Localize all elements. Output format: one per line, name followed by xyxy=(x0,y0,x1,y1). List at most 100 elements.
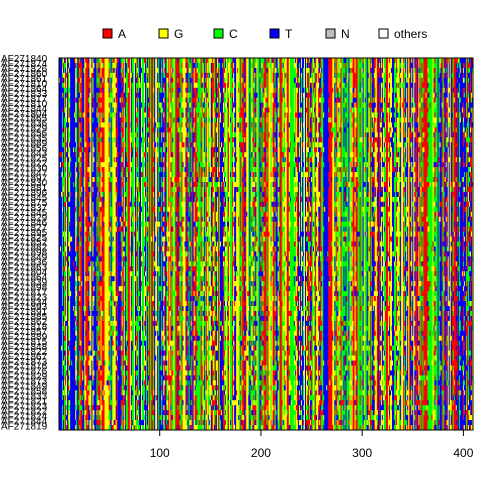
heatmap-cell xyxy=(166,77,169,84)
heatmap-cell xyxy=(343,58,345,64)
heatmap-cell xyxy=(428,127,431,133)
heatmap-cell xyxy=(205,67,208,74)
heatmap-cell xyxy=(352,72,355,79)
heatmap-cell xyxy=(106,87,109,94)
heatmap-cell xyxy=(117,122,122,128)
heatmap-cell xyxy=(369,82,372,89)
heatmap-cell xyxy=(223,67,226,74)
heatmap-cell xyxy=(354,112,357,118)
heatmap-cell xyxy=(151,102,154,108)
heatmap-cell xyxy=(413,62,415,69)
heatmap-cell xyxy=(140,62,143,69)
heatmap-cell xyxy=(468,58,471,64)
heatmap-cell xyxy=(110,87,112,94)
heatmap-cell xyxy=(200,67,203,74)
heatmap-cell xyxy=(445,87,447,94)
heatmap-cell xyxy=(422,72,424,79)
heatmap-cell xyxy=(343,72,345,79)
heatmap-cell xyxy=(262,82,264,89)
heatmap-cell xyxy=(194,122,197,128)
heatmap-cell xyxy=(319,77,321,84)
heatmap-cell xyxy=(181,72,183,79)
heatmap-cell xyxy=(377,62,380,69)
heatmap-cell xyxy=(451,72,455,79)
heatmap-cell xyxy=(425,122,429,128)
heatmap-cell xyxy=(232,67,235,74)
heatmap-cell xyxy=(332,112,335,118)
legend-item-g: G xyxy=(158,27,183,41)
heatmap-cell xyxy=(62,82,65,89)
heatmap-cell xyxy=(122,97,126,103)
heatmap-cell xyxy=(236,127,240,133)
heatmap-cell xyxy=(323,82,325,89)
heatmap-cell xyxy=(246,132,249,138)
heatmap-cell xyxy=(150,72,152,79)
heatmap-cell xyxy=(242,122,245,128)
heatmap-cell xyxy=(390,72,392,79)
heatmap-cell xyxy=(67,67,69,74)
heatmap-cell xyxy=(264,67,267,74)
heatmap-cell xyxy=(112,67,114,74)
heatmap-cell xyxy=(261,67,263,74)
heatmap-cell xyxy=(245,67,247,74)
heatmap-cell xyxy=(242,112,245,118)
heatmap-cell xyxy=(65,67,67,74)
heatmap-cell xyxy=(315,62,317,69)
heatmap-cell xyxy=(352,77,356,84)
heatmap-cell xyxy=(187,67,189,74)
heatmap-cell xyxy=(357,77,360,84)
heatmap-cell xyxy=(179,92,182,98)
heatmap-cell xyxy=(175,127,178,133)
heatmap-cell xyxy=(380,62,383,69)
heatmap-cell xyxy=(200,72,203,79)
heatmap-cell xyxy=(192,77,194,84)
heatmap-cell xyxy=(187,77,189,84)
heatmap-cell xyxy=(354,58,356,64)
heatmap-cell xyxy=(371,77,374,84)
heatmap-cell xyxy=(62,77,64,84)
heatmap-cell xyxy=(397,132,400,138)
heatmap-cell xyxy=(169,72,171,79)
heatmap-cell xyxy=(88,72,90,79)
heatmap-cell xyxy=(445,82,447,89)
heatmap-cell xyxy=(218,58,221,64)
heatmap-cell xyxy=(125,58,128,64)
heatmap-cell xyxy=(341,62,344,69)
heatmap-cell xyxy=(97,62,99,69)
heatmap-cell xyxy=(283,72,286,79)
heatmap-cell xyxy=(100,122,103,128)
heatmap-cell xyxy=(135,67,138,74)
heatmap-cell xyxy=(149,92,151,98)
heatmap-cell xyxy=(233,62,235,69)
heatmap-cell xyxy=(110,112,113,118)
heatmap-cell xyxy=(451,62,454,69)
heatmap-cell xyxy=(120,92,123,98)
heatmap-cell xyxy=(191,72,193,79)
heatmap-cell xyxy=(448,77,451,84)
heatmap-cell xyxy=(428,67,433,74)
heatmap-cell xyxy=(323,87,328,94)
heatmap-cell xyxy=(272,67,274,74)
heatmap-cell xyxy=(421,117,427,123)
heatmap-cell xyxy=(323,72,326,79)
heatmap-cell xyxy=(254,67,257,74)
heatmap-row xyxy=(59,117,474,123)
heatmap-cell xyxy=(252,92,254,98)
heatmap-cell xyxy=(310,67,312,74)
heatmap-cell xyxy=(293,92,296,98)
heatmap-cell xyxy=(80,87,82,94)
heatmap-cell xyxy=(118,77,122,84)
heatmap-cell xyxy=(378,82,381,89)
heatmap-cell xyxy=(176,82,178,89)
heatmap-cell xyxy=(189,122,192,128)
heatmap-cell xyxy=(396,67,398,74)
heatmap-cell xyxy=(400,72,404,79)
heatmap-cell xyxy=(263,97,266,103)
heatmap-cell xyxy=(201,72,204,79)
heatmap-cell xyxy=(460,62,463,69)
heatmap-cell xyxy=(112,72,116,79)
heatmap-cell xyxy=(416,102,419,108)
heatmap-cell xyxy=(266,92,268,98)
heatmap-cell xyxy=(314,77,316,84)
